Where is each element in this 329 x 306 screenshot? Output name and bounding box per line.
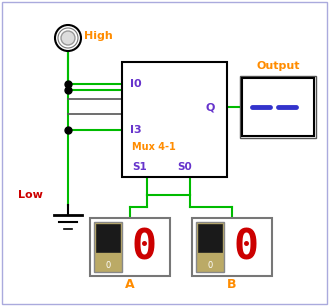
Text: Low: Low bbox=[18, 190, 43, 200]
Text: B: B bbox=[227, 278, 237, 291]
Text: I3: I3 bbox=[130, 125, 141, 135]
Text: 0: 0 bbox=[234, 226, 259, 268]
Text: 0: 0 bbox=[207, 262, 213, 271]
Bar bbox=[240, 76, 316, 138]
Text: I0: I0 bbox=[130, 79, 141, 89]
Bar bbox=[198, 224, 222, 252]
Circle shape bbox=[61, 31, 75, 45]
Bar bbox=[122, 62, 227, 177]
Text: High: High bbox=[84, 31, 113, 41]
Bar bbox=[96, 224, 120, 252]
Text: 0: 0 bbox=[105, 262, 111, 271]
Text: Q: Q bbox=[205, 102, 215, 112]
Text: S0: S0 bbox=[177, 162, 192, 172]
Text: A: A bbox=[125, 278, 135, 291]
Bar bbox=[196, 222, 224, 272]
Text: 0: 0 bbox=[132, 226, 157, 268]
Text: Mux 4-1: Mux 4-1 bbox=[132, 142, 176, 152]
Circle shape bbox=[55, 25, 81, 51]
Bar bbox=[94, 222, 122, 272]
Bar bbox=[242, 78, 314, 136]
Bar bbox=[90, 218, 170, 276]
Bar bbox=[192, 218, 272, 276]
Text: S1: S1 bbox=[132, 162, 147, 172]
Text: Output: Output bbox=[256, 61, 300, 71]
